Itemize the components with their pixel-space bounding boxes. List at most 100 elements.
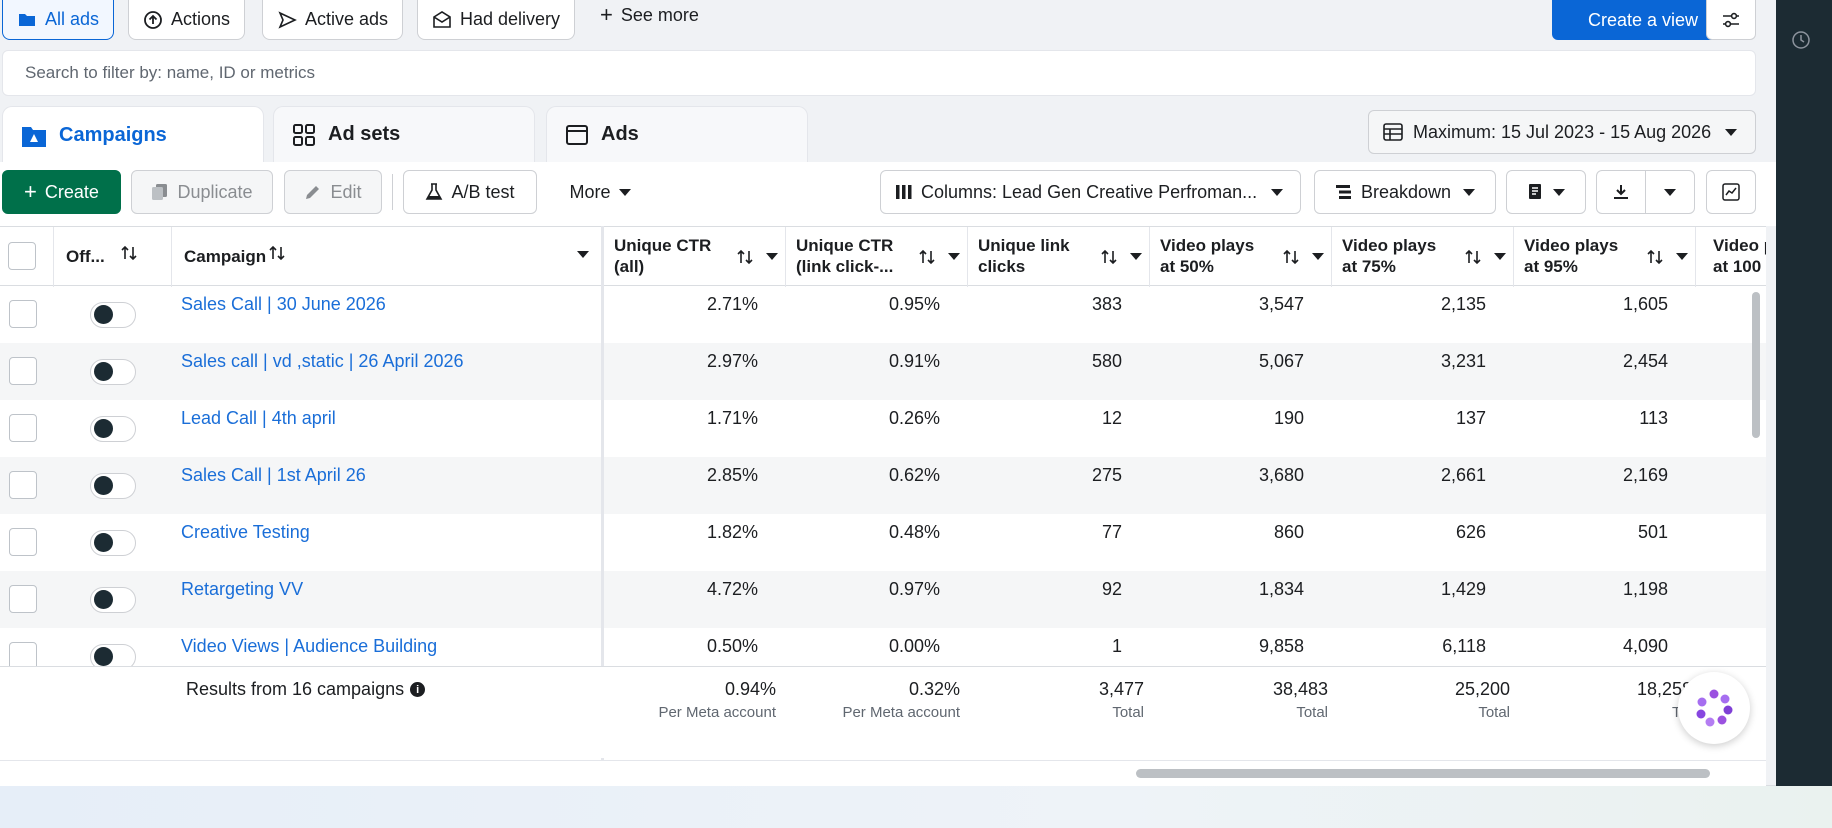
ai-assistant-button[interactable] <box>1678 672 1750 744</box>
header-video-plays-100[interactable]: Video p at 100 <box>1703 227 1766 287</box>
ab-test-label: A/B test <box>451 181 515 202</box>
table-row[interactable]: Creative Testing 1.82% 0.48% 77 860 626 501 <box>0 514 1766 571</box>
charts-button[interactable] <box>1706 170 1756 214</box>
cell-ctr-all: 1.71% <box>706 408 758 428</box>
campaign-name-link[interactable]: Sales Call | 30 June 2026 <box>181 294 386 314</box>
row-checkbox[interactable] <box>9 414 37 442</box>
cell-ctr-all: 4.72% <box>706 579 758 599</box>
cell-ctr-link: 0.48% <box>888 522 940 542</box>
date-range-picker[interactable]: Maximum: 15 Jul 2023 - 15 Aug 2026 <box>1368 110 1756 154</box>
info-icon[interactable]: i <box>410 682 426 697</box>
header-label: Video plays <box>1524 236 1619 255</box>
row-checkbox[interactable] <box>9 585 37 613</box>
table-row[interactable]: Sales call | vd ,static | 26 April 2026 2… <box>0 343 1766 400</box>
table-row[interactable]: Video Views | Audience Building 0.50% 0.00… <box>0 628 1766 685</box>
campaign-name-link[interactable]: Retargeting VV <box>181 579 304 599</box>
tab-ads[interactable]: Ads <box>546 106 808 162</box>
reports-dropdown[interactable] <box>1506 170 1586 214</box>
header-campaign[interactable]: Campaign <box>172 227 602 287</box>
vertical-scrollbar[interactable] <box>1752 292 1760 438</box>
filter-chip-had-delivery[interactable]: Had delivery <box>417 0 576 40</box>
view-settings-button[interactable] <box>1706 0 1756 40</box>
tab-ad-sets[interactable]: Ad sets <box>273 106 535 162</box>
table-summary-row: Results from 16 campaigns i 0.94% Per Me… <box>0 666 1766 758</box>
row-checkbox[interactable] <box>9 357 37 385</box>
results-label: Results from 16 campaigns <box>186 679 405 699</box>
campaign-name-link[interactable]: Sales call | vd ,static | 26 April 2026 <box>181 351 464 371</box>
campaign-name-link[interactable]: Video Views | Audience Building <box>181 636 438 656</box>
more-button[interactable]: More <box>552 170 648 214</box>
tab-label: Campaigns <box>59 124 167 146</box>
campaign-name-link[interactable]: Creative Testing <box>181 522 310 542</box>
header-label: (link click-... <box>796 257 894 276</box>
ab-test-button[interactable]: A/B test <box>403 170 537 214</box>
campaign-status-toggle[interactable] <box>90 644 136 670</box>
cell-v95: 4,090 <box>1622 636 1668 656</box>
header-label: Unique link <box>978 236 1070 255</box>
header-label: Unique CTR <box>796 236 894 255</box>
campaign-status-toggle[interactable] <box>90 416 136 442</box>
header-unique-link-clicks[interactable]: Unique link clicks <box>968 227 1150 287</box>
ads-manager-panel: All ads Actions Active ads Had delivery … <box>0 0 1776 786</box>
plus-icon: + <box>600 2 613 27</box>
header-label: (all) <box>614 257 645 276</box>
filter-chip-actions[interactable]: Actions <box>128 0 246 40</box>
header-unique-ctr-all[interactable]: Unique CTR (all) <box>604 227 786 287</box>
table-row[interactable]: Sales Call | 30 June 2026 2.71% 0.95% 383 3,… <box>0 286 1766 343</box>
export-dropdown[interactable] <box>1645 170 1695 214</box>
cell-ctr-all: 0.50% <box>706 636 758 656</box>
chevron-down-icon <box>1664 188 1676 196</box>
campaign-status-toggle[interactable] <box>90 302 136 328</box>
sort-icon <box>919 249 935 265</box>
create-button[interactable]: + Create <box>2 170 121 214</box>
header-label: Video plays <box>1160 236 1255 255</box>
campaign-name-link[interactable]: Lead Call | 4th april <box>181 408 336 428</box>
create-view-button[interactable]: Create a view <box>1552 0 1734 40</box>
filter-chip-all-ads[interactable]: All ads <box>2 0 115 40</box>
campaigns-table: Off... Campaign Unique CTR (all) Unique … <box>0 226 1766 786</box>
table-row[interactable]: Lead Call | 4th april 1.71% 0.26% 12 190 137 1… <box>0 400 1766 457</box>
select-all-checkbox[interactable] <box>8 242 36 270</box>
header-video-plays-75[interactable]: Video plays at 75% <box>1332 227 1514 287</box>
total-unique-ctr-link: 0.32% Per Meta account <box>786 679 960 721</box>
sort-icon <box>737 249 753 265</box>
chevron-down-icon <box>1494 253 1506 260</box>
header-label: Video plays <box>1342 236 1437 255</box>
cell-link-clicks: 77 <box>1101 522 1122 542</box>
header-unique-ctr-link[interactable]: Unique CTR (link click-... <box>786 227 968 287</box>
calendar-table-icon <box>1383 123 1403 141</box>
campaign-status-toggle[interactable] <box>90 473 136 499</box>
see-more-label: See more <box>620 4 699 25</box>
table-row[interactable]: Retargeting VV 4.72% 0.97% 92 1,834 1,429 1,19… <box>0 571 1766 628</box>
cell-ctr-link: 0.97% <box>888 579 940 599</box>
header-off-on[interactable]: Off... <box>54 227 172 287</box>
cell-ctr-all: 2.71% <box>706 294 758 314</box>
row-checkbox[interactable] <box>9 528 37 556</box>
header-video-plays-50[interactable]: Video plays at 50% <box>1150 227 1332 287</box>
header-video-plays-95[interactable]: Video plays at 95% <box>1514 227 1696 287</box>
clock-icon[interactable] <box>1791 30 1811 50</box>
breakdown-dropdown[interactable]: Breakdown <box>1314 170 1496 214</box>
tab-campaigns[interactable]: Campaigns <box>2 106 264 164</box>
columns-dropdown[interactable]: Columns: Lead Gen Creative Perfroman... <box>880 170 1301 214</box>
envelope-icon <box>433 10 451 28</box>
cell-v95: 2,454 <box>1622 351 1668 371</box>
chevron-down-icon <box>618 188 631 196</box>
total-label: Total <box>1112 704 1144 721</box>
campaign-status-toggle[interactable] <box>90 530 136 556</box>
filter-chip-active-ads[interactable]: Active ads <box>262 0 404 40</box>
campaign-name-link[interactable]: Sales Call | 1st April 26 <box>181 465 366 485</box>
horizontal-scrollbar[interactable] <box>1136 769 1710 778</box>
campaign-status-toggle[interactable] <box>90 587 136 613</box>
row-checkbox[interactable] <box>9 300 37 328</box>
header-label: Off... <box>66 247 105 266</box>
see-more-button[interactable]: + See more <box>600 0 699 30</box>
export-button[interactable] <box>1596 170 1646 214</box>
search-input[interactable]: Search to filter by: name, ID or metrics <box>2 50 1756 96</box>
row-checkbox[interactable] <box>9 471 37 499</box>
duplicate-button[interactable]: Duplicate <box>131 170 273 214</box>
edit-button[interactable]: Edit <box>284 170 382 214</box>
campaign-status-toggle[interactable] <box>90 359 136 385</box>
table-row[interactable]: Sales Call | 1st April 26 2.85% 0.62% 275 3,… <box>0 457 1766 514</box>
send-icon <box>278 10 297 29</box>
